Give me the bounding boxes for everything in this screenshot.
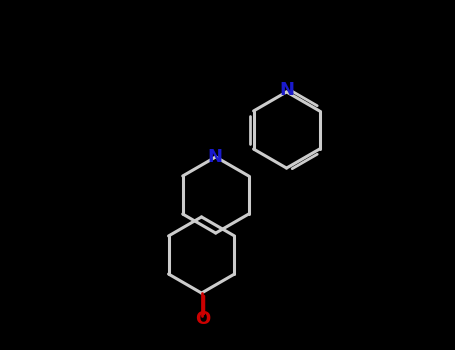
Text: O: O <box>195 310 210 328</box>
Text: N: N <box>207 148 222 166</box>
Text: N: N <box>279 81 294 99</box>
